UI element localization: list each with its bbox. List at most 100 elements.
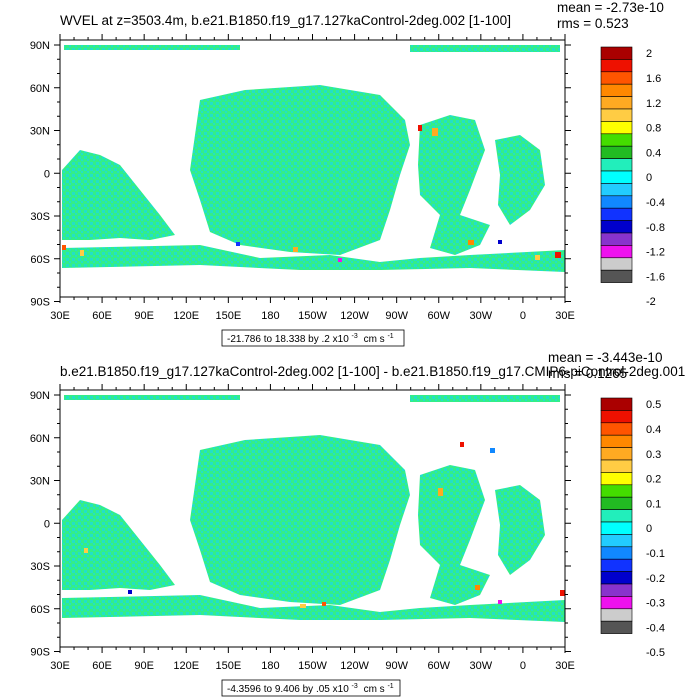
lat-label: 30N <box>30 476 50 488</box>
lon-label: 180 <box>261 660 279 672</box>
colorbar-label: -0.1 <box>646 548 665 560</box>
colorbar-swatch <box>600 484 633 498</box>
colorbar-swatch <box>600 534 633 548</box>
lon-label: 30E <box>555 310 575 322</box>
lon-label: 60W <box>427 310 450 322</box>
colorbar-swatch <box>600 232 633 246</box>
colorbar-swatch <box>600 121 633 135</box>
colorbar-label: -0.4 <box>646 622 665 634</box>
colorbar-swatch <box>600 269 633 283</box>
colorbar-label: 0.8 <box>646 123 661 135</box>
colorbar-swatch <box>600 422 633 436</box>
lon-label: 180 <box>261 310 279 322</box>
lat-label: 90N <box>30 40 50 52</box>
lon-label: 30E <box>50 310 70 322</box>
colorbar-label: -0.5 <box>646 647 665 659</box>
colorbar-swatch <box>600 620 633 634</box>
panel-2-range-units: cm s <box>364 684 385 695</box>
panel-2-title: b.e21.B1850.f19_g17.127kaControl-2deg.00… <box>60 364 685 379</box>
colorbar-swatch <box>600 133 633 147</box>
panel-2-range-text: -4.3596 to 9.406 by .05 x10 <box>227 684 349 695</box>
lat-label: 60N <box>30 83 50 95</box>
lon-label: 30E <box>555 660 575 672</box>
colorbar-label: 1.2 <box>646 98 661 110</box>
lat-label: 30S <box>30 561 50 573</box>
colorbar-swatch <box>600 108 633 122</box>
panel-1-range-box: -21.786 to 18.338 by .2 x10 -3 cm s -1 <box>221 329 405 347</box>
colorbar-label: 0 <box>646 172 652 184</box>
lon-label: 0 <box>520 310 526 322</box>
lon-label: 90E <box>134 310 154 322</box>
panel-2: b.e21.B1850.f19_g17.127kaControl-2deg.00… <box>30 350 685 697</box>
colorbar-swatch <box>600 59 633 73</box>
lon-label: 60W <box>427 660 450 672</box>
colorbar-label: 0.2 <box>646 474 661 486</box>
lat-label: 0 <box>44 168 50 180</box>
panel-1-range-unit-exp: -1 <box>387 333 393 340</box>
lon-label: 90W <box>385 660 408 672</box>
lat-label: 60S <box>30 254 50 266</box>
colorbar-swatch <box>600 596 633 610</box>
panel-2-lon-axis: 30E 60E 90E 120E 150E 180 150W 120W 90W 60W 30W 0 30… <box>50 384 575 672</box>
colorbar-swatch <box>600 158 633 172</box>
colorbar-label: -1.2 <box>646 247 665 259</box>
colorbar-label: -0.3 <box>646 598 665 610</box>
colorbar-swatch <box>600 521 633 535</box>
panel-2-range-exp: -3 <box>352 683 358 690</box>
panel-1-lat-axis: 90N 60N 30N 0 30S 60S 90S <box>30 40 571 309</box>
colorbar-swatch <box>600 410 633 424</box>
lon-label: 90W <box>385 310 408 322</box>
colorbar-label: -0.2 <box>646 573 665 585</box>
colorbar-swatch <box>600 546 633 560</box>
colorbar-swatch <box>600 96 633 110</box>
colorbar-swatch <box>600 571 633 585</box>
colorbar-swatch <box>600 145 633 159</box>
colorbar-swatch <box>600 46 633 60</box>
colorbar-swatch <box>600 170 633 184</box>
colorbar-swatch <box>600 583 633 597</box>
panel-1-range-text: -21.786 to 18.338 by .2 x10 <box>227 334 349 345</box>
colorbar-swatch <box>600 397 633 411</box>
lon-label: 60E <box>92 310 112 322</box>
colorbar-label: -0.8 <box>646 222 665 234</box>
lat-label: 30S <box>30 211 50 223</box>
colorbar-label: -2 <box>646 296 656 308</box>
colorbar-label: 0.4 <box>646 147 661 159</box>
colorbar-swatch <box>600 257 633 271</box>
lon-label: 30W <box>470 310 493 322</box>
colorbar-swatch <box>600 183 633 197</box>
lon-label: 150W <box>298 310 327 322</box>
colorbar-label: 0.3 <box>646 449 661 461</box>
colorbar-label: 0.1 <box>646 498 661 510</box>
lat-label: 90S <box>30 297 50 309</box>
panel-1-mean: mean = -2.73e-10 <box>557 0 664 15</box>
panel-2-map: 90N 60N 30N 0 30S 60S 90S 30E 60E 90E 120E 150E 180… <box>30 384 575 672</box>
colorbar-swatch <box>600 459 633 473</box>
panel-1-range-units: cm s <box>364 334 385 345</box>
lon-label: 120E <box>173 310 199 322</box>
colorbar-swatch <box>600 509 633 523</box>
panel-1-lon-axis: 30E 60E 90E 120E 150E 180 150W 120W 90W 60W 30W 0 30… <box>50 34 575 322</box>
lat-label: 60N <box>30 433 50 445</box>
lon-label: 120W <box>340 660 369 672</box>
panel-2-lat-axis: 90N 60N 30N 0 30S 60S 90S <box>30 390 571 659</box>
colorbar-label: 0.5 <box>646 399 661 411</box>
svg-text:-21.786 to 18.338 by .2 x10: -21.786 to 18.338 by .2 x10 -3 cm s -1 <box>227 330 394 345</box>
colorbar-swatch <box>600 245 633 259</box>
colorbar-swatch <box>600 220 633 234</box>
lon-label: 150E <box>215 660 241 672</box>
panel-2-rms: rms = 0.1265 <box>548 366 627 381</box>
lon-label: 30W <box>470 660 493 672</box>
lon-label: 60E <box>92 660 112 672</box>
colorbar-label: -0.4 <box>646 197 665 209</box>
colorbar-swatch <box>600 558 633 572</box>
panel-1-range-exp: -3 <box>352 333 358 340</box>
colorbar-label: 0 <box>646 523 652 535</box>
panel-2-colorbar: 0.5 0.4 0.3 0.2 0.1 0 -0.1 -0.2 -0.3 -0.4 -0.5 <box>600 397 665 659</box>
lon-label: 150W <box>298 660 327 672</box>
lat-label: 90N <box>30 390 50 402</box>
lon-label: 120W <box>340 310 369 322</box>
lon-label: 0 <box>520 660 526 672</box>
panel-2-range-box: -4.3596 to 9.406 by .05 x10 -3 cm s -1 <box>221 679 401 697</box>
